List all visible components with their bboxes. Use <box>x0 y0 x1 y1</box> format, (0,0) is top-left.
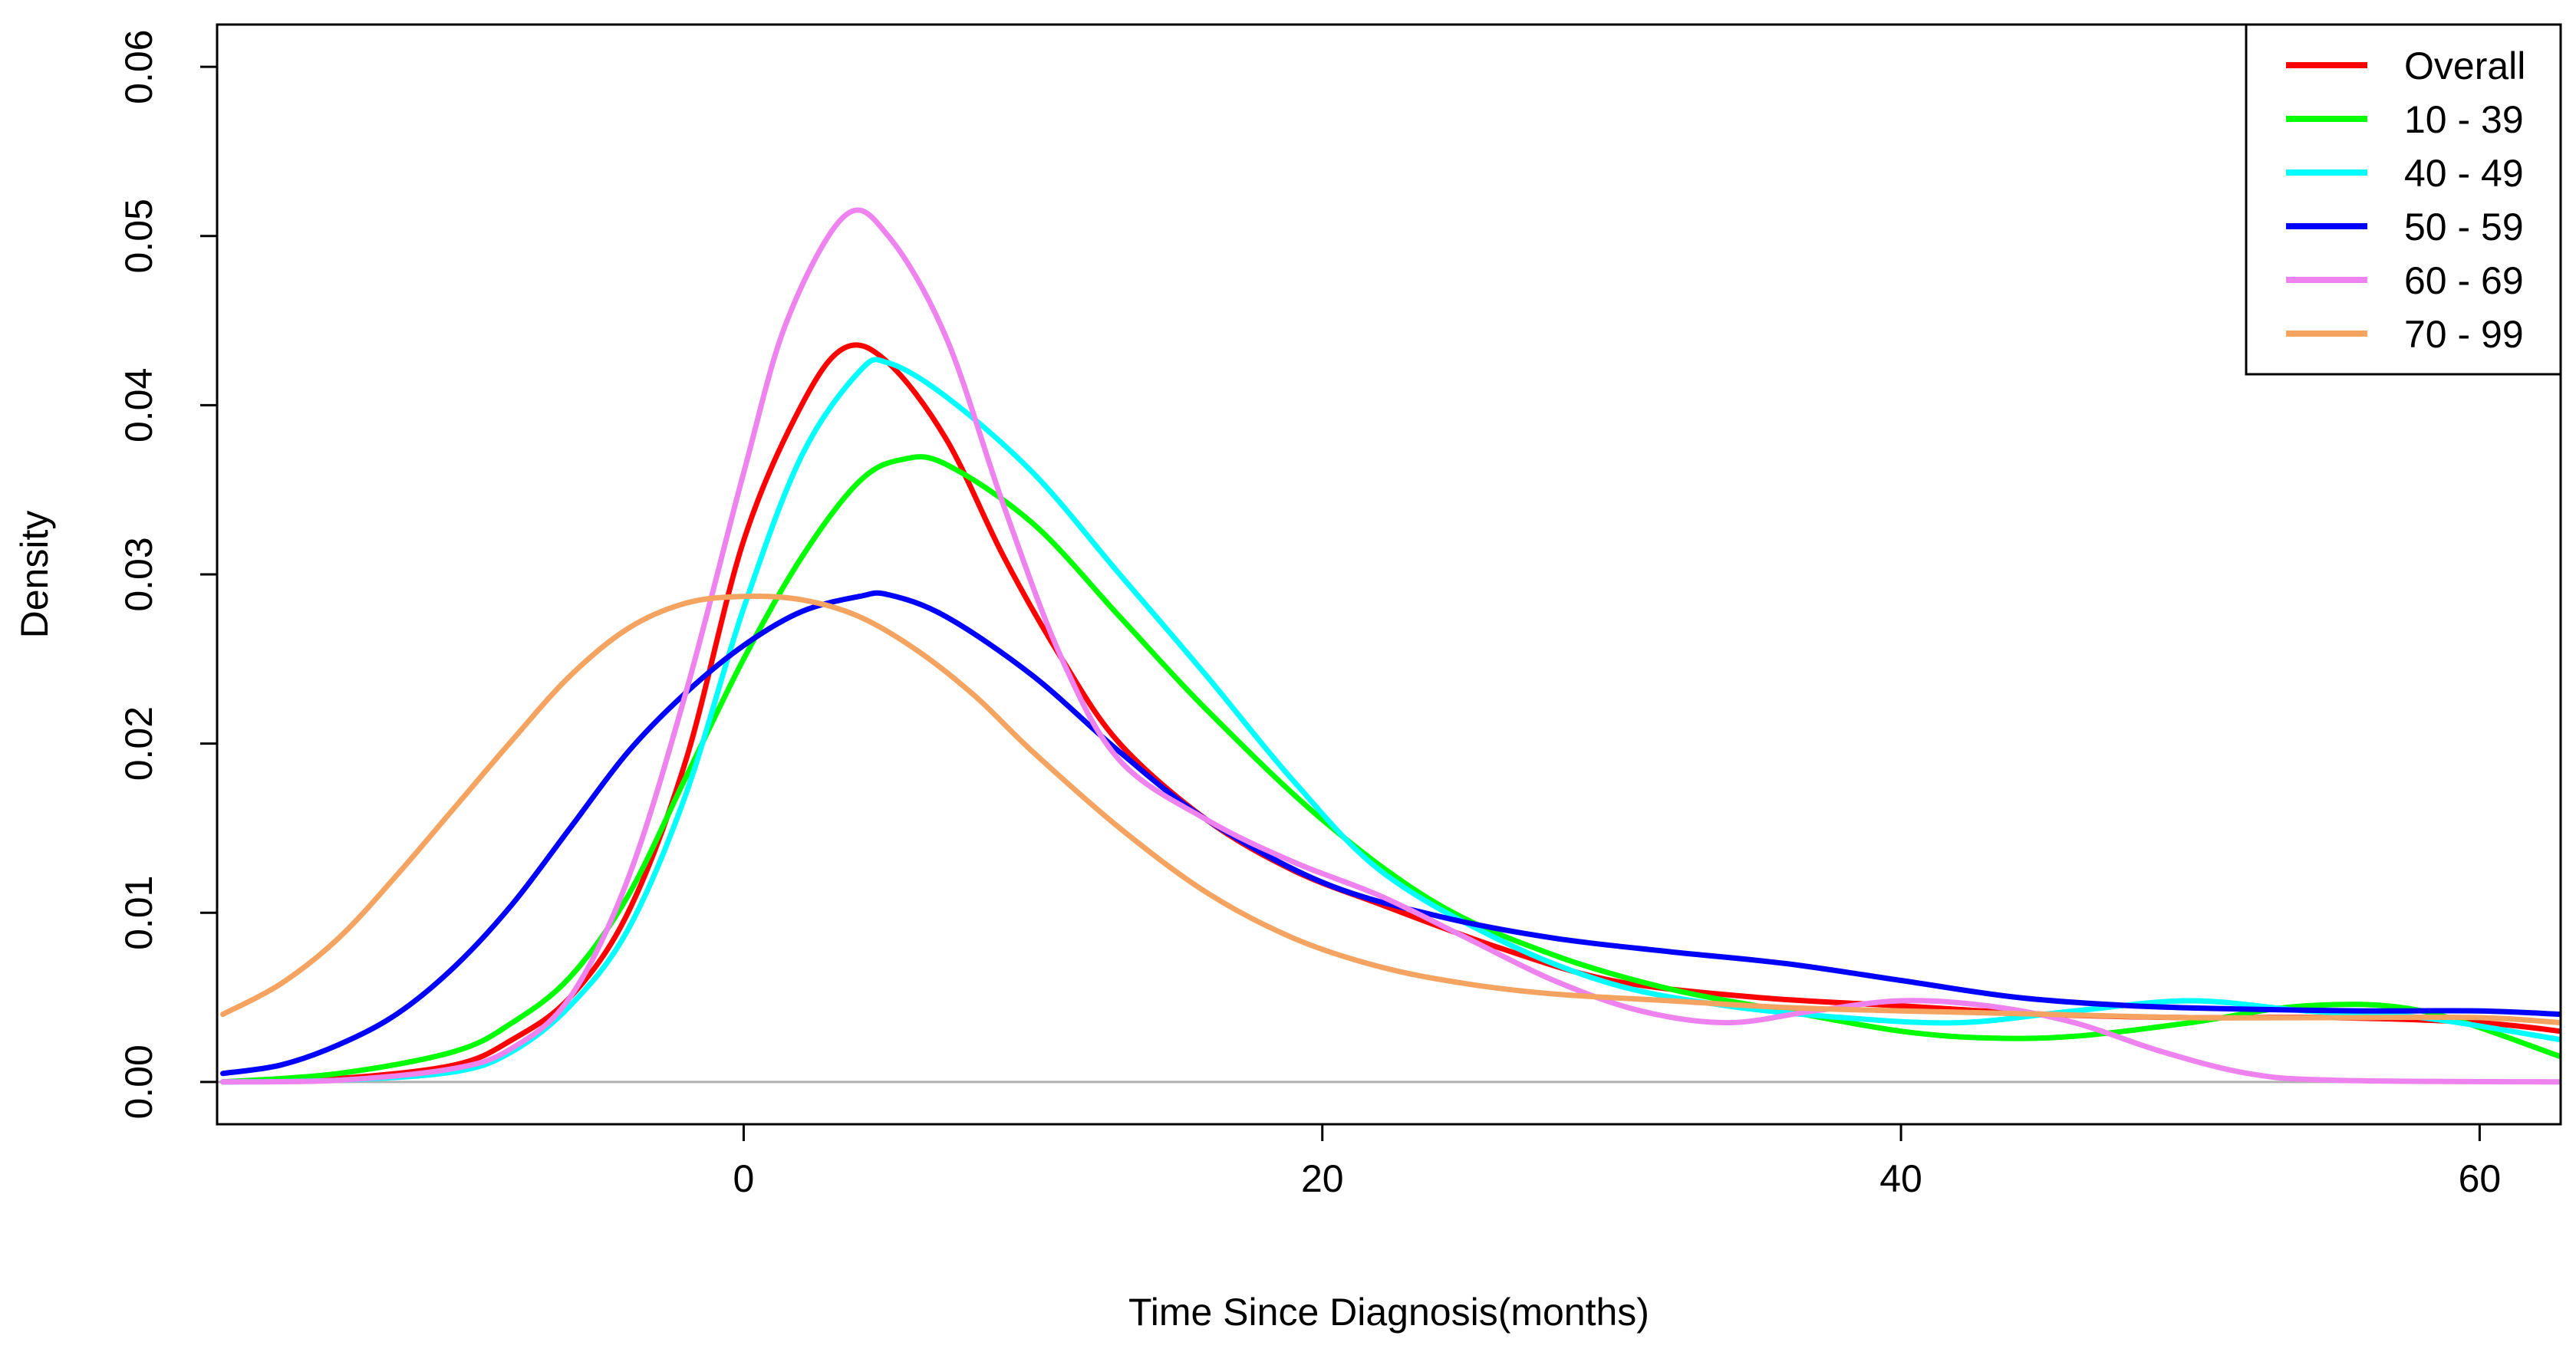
label-layer: Time Since Diagnosis(months) Density <box>13 511 1649 1334</box>
y-tick-label-5: 0.05 <box>117 199 160 273</box>
y-tick-label-0: 0.00 <box>117 1044 160 1119</box>
x-axis-label: Time Since Diagnosis(months) <box>1128 1291 1649 1334</box>
legend-label-10-39: 10 - 39 <box>2404 98 2524 141</box>
x-tick-label-40: 40 <box>1879 1157 1922 1200</box>
x-tick-label-0: 0 <box>733 1157 755 1200</box>
axes-layer: 0 20 40 60 0.00 0.01 0.02 0.03 0.04 0.05 0.06 <box>117 23 2562 1200</box>
legend-label-50-59: 50 - 59 <box>2404 206 2524 248</box>
series-group <box>220 207 2561 1085</box>
y-tick-label-1: 0.01 <box>117 876 160 950</box>
legend-label-60-69: 60 - 69 <box>2404 259 2524 302</box>
legend-label-overall: Overall <box>2404 44 2525 87</box>
legend: Overall 10 - 39 40 - 49 50 - 59 60 - 69 70 - … <box>2245 23 2562 376</box>
series-line-50-59 <box>220 590 2561 1077</box>
legend-box <box>2245 23 2562 376</box>
y-tick-label-3: 0.03 <box>117 537 160 611</box>
y-tick-label-6: 0.06 <box>117 29 160 104</box>
legend-label-70-99: 70 - 99 <box>2404 313 2524 356</box>
y-tick-label-2: 0.02 <box>117 706 160 781</box>
series-layer <box>217 207 2561 1085</box>
x-tick-label-60: 60 <box>2459 1157 2502 1200</box>
series-line-60-69 <box>220 207 2561 1085</box>
y-tick-label-4: 0.04 <box>117 368 160 442</box>
x-tick-label-20: 20 <box>1301 1157 1344 1200</box>
y-axis-label: Density <box>13 511 56 639</box>
plot-frame <box>216 23 2562 1126</box>
legend-label-40-49: 40 - 49 <box>2404 152 2524 195</box>
series-line-70-99 <box>220 593 2561 1026</box>
